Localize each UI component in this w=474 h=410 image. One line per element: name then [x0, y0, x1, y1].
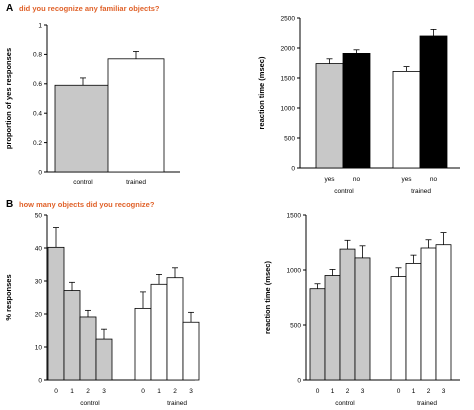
- panel-letter-a: A: [6, 3, 13, 14]
- y-tick-label: 1000: [281, 105, 296, 112]
- bar: [315, 63, 344, 169]
- bar: [419, 35, 448, 169]
- category-label: 3: [189, 388, 193, 395]
- bar: [150, 283, 168, 381]
- category-label: 1: [70, 388, 74, 395]
- group-label: trained: [417, 400, 437, 407]
- y-tick-label: 0: [297, 377, 301, 384]
- y-tick-label: 50: [35, 212, 43, 219]
- category-label: 1: [412, 388, 416, 395]
- bar: [342, 53, 371, 169]
- bar: [182, 321, 200, 381]
- category-label: no: [353, 176, 361, 183]
- category-label: 0: [397, 388, 401, 395]
- bar: [324, 275, 341, 381]
- bar: [392, 71, 421, 169]
- y-tick-label: 1500: [287, 212, 302, 219]
- y-tick-label: 1: [38, 22, 42, 29]
- category-label: 0: [54, 388, 58, 395]
- chart-reaction-time-count: 0 500 1000 1500 reaction time (msec) 0 1 2 3 0 1 2 3…: [263, 212, 460, 407]
- y-tick-label: 0.4: [33, 111, 42, 118]
- y-tick-label: 0: [38, 377, 42, 384]
- bar: [390, 276, 407, 381]
- bar: [166, 277, 184, 381]
- y-tick-label: 0: [38, 169, 42, 176]
- y-tick-label: 20: [35, 311, 43, 318]
- bar: [107, 58, 165, 173]
- bar: [95, 338, 113, 381]
- bar: [63, 290, 81, 381]
- category-label: 2: [86, 388, 90, 395]
- y-axis-title: proportion of yes responses: [4, 48, 13, 149]
- group-label: control: [80, 400, 100, 407]
- y-tick-label: 500: [290, 322, 301, 329]
- group-label: control: [334, 188, 354, 195]
- category-label: yes: [401, 176, 412, 183]
- bar: [354, 257, 371, 381]
- y-tick-label: 10: [35, 344, 43, 351]
- category-label: 0: [316, 388, 320, 395]
- group-label: trained: [167, 400, 187, 407]
- bar: [405, 262, 422, 381]
- category-label: yes: [324, 176, 335, 183]
- y-tick-label: 0.2: [33, 140, 42, 147]
- category-label: 0: [141, 388, 145, 395]
- category-label: no: [430, 176, 438, 183]
- category-label: 1: [331, 388, 335, 395]
- category-label: control: [73, 179, 93, 186]
- y-tick-label: 2500: [281, 15, 296, 22]
- category-label: 3: [361, 388, 365, 395]
- y-tick-label: 500: [284, 135, 295, 142]
- bar: [435, 244, 452, 381]
- bar: [339, 248, 356, 381]
- y-tick-label: 30: [35, 278, 43, 285]
- y-axis-title: % responses: [4, 274, 13, 320]
- question-b: how many objects did you recognize?: [19, 200, 155, 209]
- y-tick-label: 2000: [281, 45, 296, 52]
- y-axis-title: reaction time (msec): [257, 56, 266, 129]
- bar: [54, 84, 112, 173]
- bar: [420, 247, 437, 381]
- y-tick-label: 40: [35, 245, 43, 252]
- bar: [79, 316, 97, 381]
- bar: [134, 307, 152, 381]
- category-label: 2: [427, 388, 431, 395]
- y-tick-label: 0.8: [33, 52, 42, 59]
- y-tick-label: 1000: [287, 267, 302, 274]
- question-a: did you recognize any familiar objects?: [19, 4, 160, 13]
- y-tick-label: 0.6: [33, 81, 42, 88]
- category-label: 2: [173, 388, 177, 395]
- panel-letter-b: B: [6, 199, 13, 210]
- category-label: 3: [442, 388, 446, 395]
- bar: [47, 246, 65, 381]
- y-tick-label: 0: [291, 165, 295, 172]
- chart-recognition-proportion: 0 0.2 0.4 0.6 0.8 1 proportion of yes response…: [4, 22, 180, 186]
- chart-reaction-time-yes-no: 0 500 1000 1500 2000 2500 reaction time (msec)…: [257, 15, 460, 195]
- category-label: 3: [102, 388, 106, 395]
- category-label: 2: [346, 388, 350, 395]
- y-tick-label: 1500: [281, 75, 296, 82]
- y-axis-title: reaction time (msec): [263, 261, 272, 334]
- category-label: trained: [126, 179, 146, 186]
- category-label: 1: [157, 388, 161, 395]
- bar: [309, 288, 326, 381]
- group-label: control: [335, 400, 355, 407]
- group-label: trained: [411, 188, 431, 195]
